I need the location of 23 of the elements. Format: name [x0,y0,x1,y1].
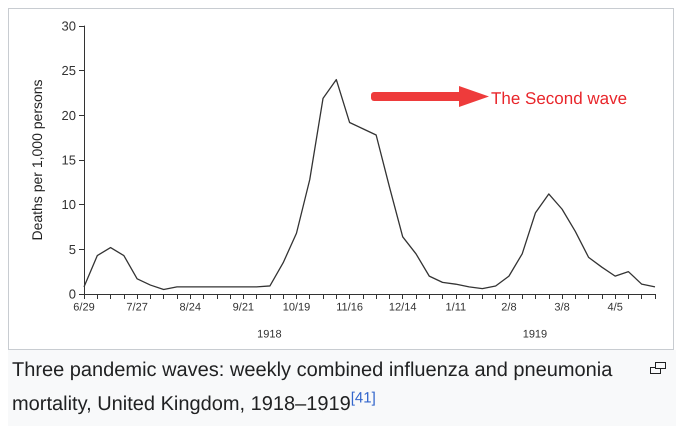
x-tick-label: 4/5 [608,302,623,314]
x-tick-label: 6/29 [73,302,95,314]
x-tick-label: 2/8 [501,302,517,314]
y-tick-label: 10 [62,197,76,212]
y-axis-title: Deaths per 1,000 persons [29,79,45,241]
y-tick-label: 15 [62,152,76,168]
x-tick-label: 8/24 [180,302,201,314]
y-tick-label: 0 [68,286,76,302]
annotation: The Second wave [491,89,628,108]
y-tick-label: 25 [62,63,76,78]
text: 1918 [257,328,282,340]
x-tick-label: 10/19 [282,302,310,314]
text: Three pandemic waves: weekly combined influenza and pneumonia mortality, United Kingdom, 1918–1919$^{[41]}$ [12,359,612,415]
x-tick-label: 7/27 [126,302,148,314]
text: 1919 [522,328,548,340]
y-tick-label: 5 [68,242,76,257]
x-tick-label: 3/8 [554,302,570,314]
x-tick-label: 9/21 [232,302,254,314]
x-tick-label: 12/14 [388,302,416,314]
x-tick-label: 11/16 [336,302,363,314]
y-tick-label: 20 [62,108,76,123]
y-tick-label: 30 [62,18,76,34]
x-tick-label: 1/11 [446,302,466,314]
